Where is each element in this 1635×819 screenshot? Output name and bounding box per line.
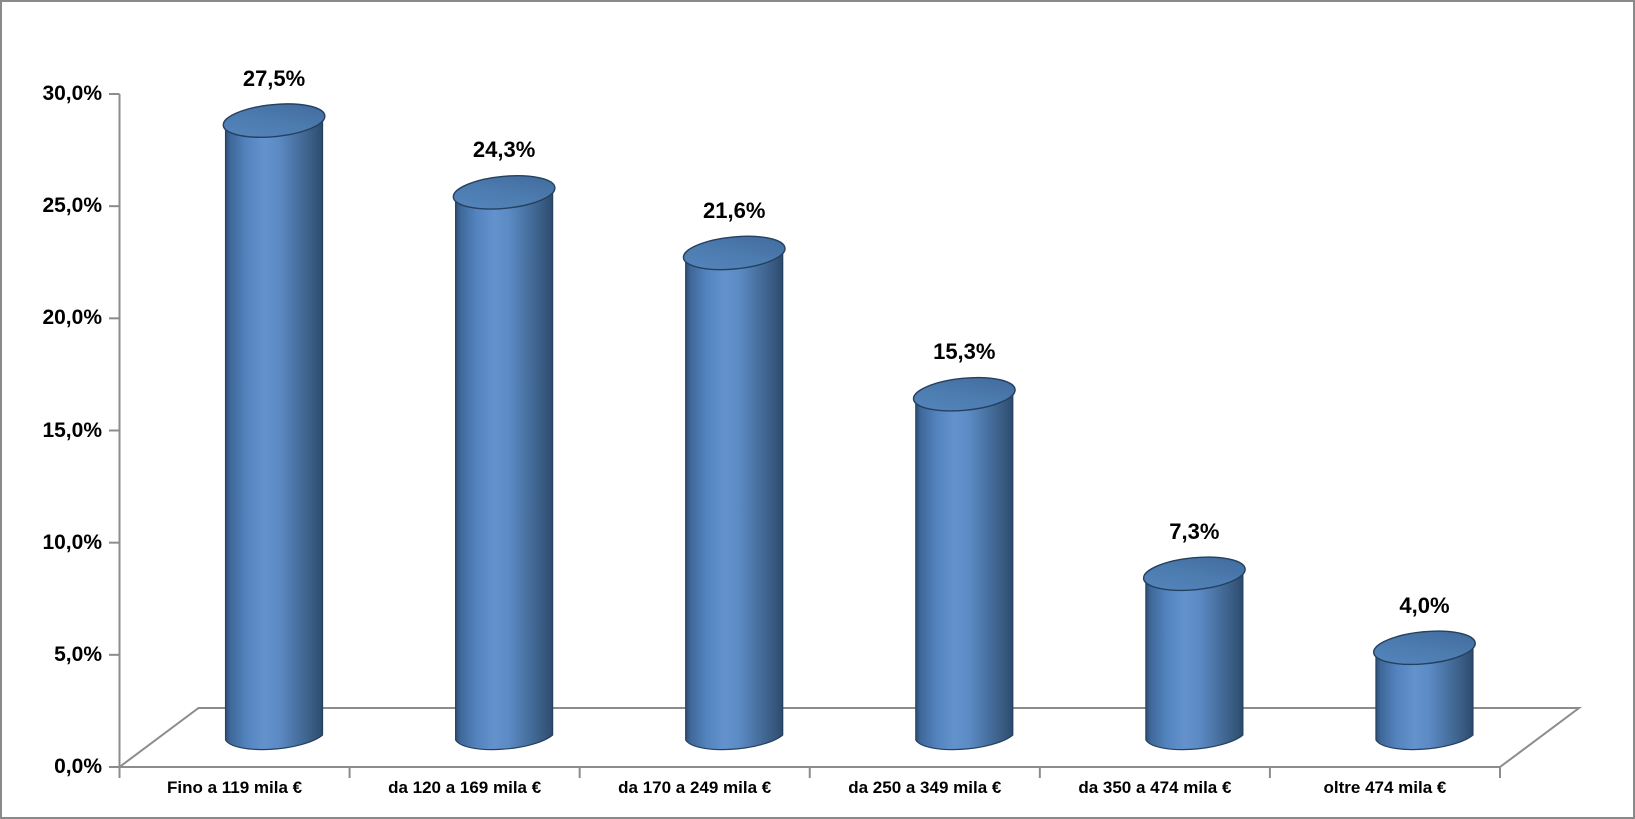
bar-cylinder-body [1375,647,1474,751]
bar-cylinder-body [915,393,1014,751]
bar-cylinder-top [222,103,326,138]
bar-cylinder-top [1142,556,1246,592]
bar-cylinder-top [682,235,786,271]
bar-cylinder-body [1145,573,1244,751]
floor-outline [118,707,1583,768]
bar-cylinder-body [685,252,784,751]
bar-cylinder-top [1372,630,1476,666]
bar-cylinder-body [224,119,324,751]
bar-cylinder-body [455,191,554,751]
bar-cylinder-top [912,376,1016,412]
bar-cylinder-top [452,175,556,210]
